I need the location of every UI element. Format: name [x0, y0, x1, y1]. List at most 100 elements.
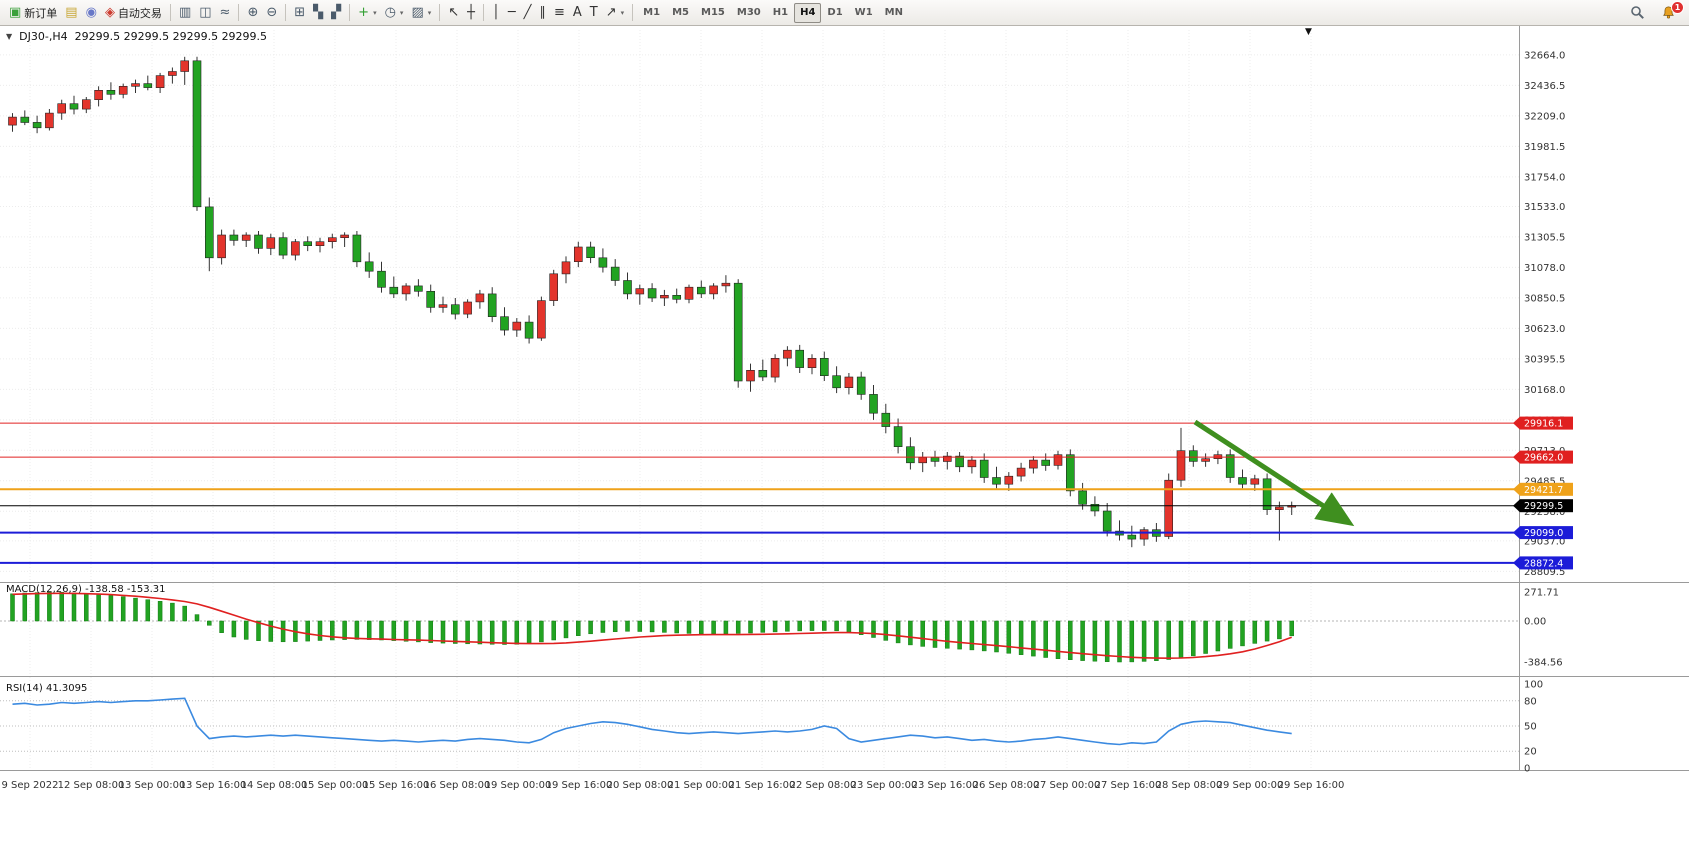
search-button[interactable] — [1626, 2, 1649, 24]
crosshair-button[interactable]: ┼ — [463, 2, 479, 24]
macd-bar — [612, 620, 618, 632]
macd-bar — [489, 620, 495, 645]
macd-bar — [834, 620, 839, 632]
text-button[interactable]: A — [569, 2, 586, 24]
candle — [783, 349, 792, 359]
candle — [57, 103, 67, 114]
price-chart[interactable]: 32664.0 32436.5 32209.0 31981.5 31754.0 31533… — [0, 26, 1689, 854]
macd-bar — [133, 597, 138, 622]
price-tag-label: 29421.7 — [1524, 485, 1563, 496]
macd-bar — [453, 620, 458, 644]
fibonacci-button[interactable]: ≡ — [550, 2, 569, 24]
candle — [217, 234, 226, 259]
toolbar-right: 1 — [1626, 0, 1684, 24]
macd-bar — [1178, 620, 1184, 659]
bell-icon — [1663, 6, 1674, 19]
candle — [537, 300, 546, 339]
time-axis-label: 23 Sep 16:00 — [912, 780, 979, 791]
time-axis-label: 13 Sep 00:00 — [119, 780, 186, 791]
vertical-line-button[interactable]: │ — [488, 2, 504, 24]
macd-bar — [981, 620, 987, 652]
candle — [856, 376, 866, 395]
macd-bar — [342, 620, 347, 640]
price-axis-label: 29485.5 — [1524, 476, 1565, 487]
macd-axis-label: 0.00 — [1524, 617, 1546, 628]
trend-arrow[interactable] — [1193, 419, 1355, 527]
timeframe-mn-button[interactable]: MN — [879, 3, 909, 23]
auto-trading-button[interactable]: ◈ 自动交易 — [101, 2, 166, 24]
timeframe-m15-button[interactable]: M15 — [695, 3, 731, 23]
candle — [1102, 510, 1112, 532]
candle — [610, 266, 620, 281]
candle — [303, 241, 313, 246]
market-watch-button[interactable]: ▤ — [61, 2, 81, 24]
timeframe-w1-button[interactable]: W1 — [849, 3, 879, 23]
macd-bar — [1154, 620, 1159, 661]
collapse-toggle-icon[interactable]: ▼ — [6, 32, 13, 41]
label-button[interactable]: T — [586, 2, 602, 24]
macd-bar — [502, 620, 507, 645]
toolbar-buttons: ▣ 新订单 ▤ ◉ ◈ 自动交易 ▥ ◫ ≈ ⊕ ⊖ ⊞ ▚ ▞ + ▾ ◷ ▾ ▨ ▾ ↖ ┼ │ ─ ╱ ∥ ≡ A T ↗ ▾ M1 M5… — [5, 0, 909, 25]
time-axis-label: 21 Sep 00:00 — [668, 780, 735, 791]
macd-bar — [1055, 620, 1061, 659]
macd-axis-label: 271.71 — [1524, 588, 1559, 599]
zoom-in-button[interactable]: ⊕ — [243, 2, 262, 24]
zoom-out-button[interactable]: ⊖ — [262, 2, 281, 24]
arrange-windows-button[interactable]: ▞ — [327, 2, 345, 24]
channel-button[interactable]: ∥ — [535, 2, 550, 24]
horizontal-line-button[interactable]: ─ — [504, 2, 520, 24]
trendline-button[interactable]: ╱ — [520, 2, 536, 24]
macd-bar — [157, 601, 163, 622]
bar-chart-button[interactable]: ▥ — [175, 2, 195, 24]
price-tag — [1520, 499, 1573, 513]
cascade-windows-button[interactable]: ▚ — [309, 2, 327, 24]
price-tag-notch — [1513, 499, 1520, 513]
chart-shift-marker[interactable]: ▼ — [1305, 27, 1312, 37]
horizontal-line-icon: ─ — [507, 5, 516, 20]
macd-axis-label: -384.56 — [1524, 658, 1563, 669]
chart-area[interactable]: 32664.0 32436.5 32209.0 31981.5 31754.0 31533… — [0, 26, 1689, 854]
macd-bar — [686, 620, 692, 634]
macd-bar — [59, 592, 64, 622]
candle — [1164, 479, 1173, 537]
price-axis-label: 31981.5 — [1524, 142, 1565, 153]
candle — [131, 83, 140, 87]
macd-bar — [440, 620, 446, 644]
price-tag — [1520, 482, 1573, 496]
price-axis-label: 31754.0 — [1524, 172, 1565, 183]
templates-button[interactable]: ▨ ▾ — [407, 2, 435, 24]
arrows-button[interactable]: ↗ ▾ — [602, 2, 628, 24]
timeframe-d1-button[interactable]: D1 — [821, 3, 848, 23]
navigator-icon: ◉ — [85, 5, 97, 20]
cursor-button[interactable]: ↖ — [444, 2, 463, 24]
tile-windows-button[interactable]: ⊞ — [290, 2, 309, 24]
timeframe-h1-button[interactable]: H1 — [767, 3, 794, 23]
notifications-button[interactable]: 1 — [1657, 0, 1684, 24]
line-chart-button[interactable]: ≈ — [216, 2, 235, 24]
zoom-out-icon: ⊖ — [266, 5, 278, 20]
add-indicator-button[interactable]: + ▾ — [354, 2, 380, 24]
vertical-line-icon: │ — [491, 5, 500, 20]
bar-chart-icon: ▥ — [178, 5, 192, 20]
candlestick-chart-button[interactable]: ◫ — [195, 2, 215, 24]
macd-bar — [305, 620, 310, 642]
candle — [1078, 490, 1087, 505]
candle — [1201, 458, 1210, 462]
candle — [573, 246, 583, 262]
candle — [32, 122, 42, 129]
timeframe-m5-button[interactable]: M5 — [666, 3, 695, 23]
time-axis-label: 12 Sep 08:00 — [58, 780, 125, 791]
macd-bar — [477, 620, 483, 645]
candle — [586, 246, 595, 258]
macd-bar — [1006, 620, 1012, 654]
candle — [205, 206, 214, 259]
new-order-button[interactable]: ▣ 新订单 — [5, 2, 61, 24]
timeframe-h4-button[interactable]: H4 — [794, 2, 822, 23]
timeframe-m30-button[interactable]: M30 — [731, 3, 767, 23]
channel-icon: ∥ — [539, 5, 546, 20]
time-axis-label: 15 Sep 00:00 — [302, 780, 369, 791]
macd-bar — [699, 620, 704, 634]
periods-button[interactable]: ◷ ▾ — [381, 2, 408, 24]
timeframe-m1-button[interactable]: M1 — [637, 3, 666, 23]
navigator-button[interactable]: ◉ — [82, 2, 101, 24]
